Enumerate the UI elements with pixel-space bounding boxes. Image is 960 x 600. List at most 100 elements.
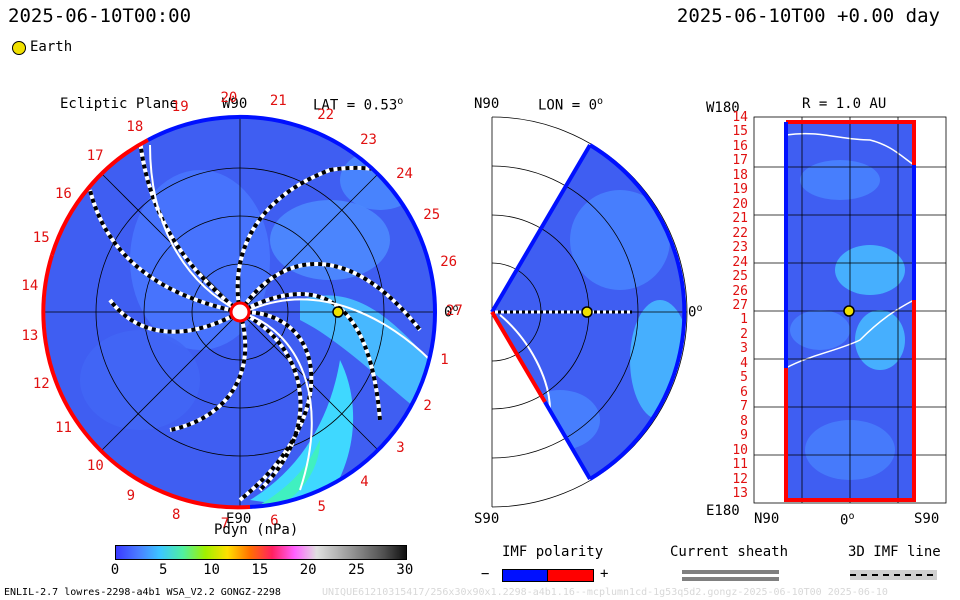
current-sheath-title: Current sheath [670, 544, 789, 560]
footer-left: ENLIL-2.7 lowres-2298-a4b1 WSA_V2.2 GONG… [4, 587, 281, 598]
radial-y-label: 27 [732, 298, 748, 313]
radial-y-label: 21 [732, 211, 748, 227]
ecliptic-title: Ecliptic Plane [60, 96, 179, 112]
ecliptic-right-label: 0o [444, 303, 459, 321]
carrington-label: 15 [32, 230, 50, 247]
earth-marker-radial [843, 305, 855, 317]
radial-y-label: 26 [732, 283, 748, 299]
radial-y-label: 15 [732, 124, 748, 140]
carrington-label: 2 [423, 398, 432, 415]
radial-y-label: 19 [732, 182, 748, 198]
colorbar-tick-label: 20 [299, 562, 317, 578]
colorbar-tick-label: 0 [110, 562, 120, 578]
colorbar-title: Pdyn (nPa) [214, 522, 299, 538]
meridional-right-label: 0o [688, 303, 703, 321]
imf3d-dashes [850, 574, 937, 576]
ecliptic-lat-label: LAT = 0.53o [313, 96, 404, 114]
colorbar-tick-label: 5 [159, 562, 168, 578]
carrington-label: 12 [32, 375, 50, 392]
imf-negative-swatch [502, 569, 549, 582]
carrington-label: 17 [86, 148, 104, 165]
meridional-plane-panel [490, 116, 688, 508]
carrington-label: 9 [126, 487, 136, 504]
carrington-label: 19 [171, 98, 189, 115]
radial-y-label: 9 [740, 428, 748, 444]
radial-x-left: N90 [754, 511, 780, 527]
ecliptic-top-label: W90 [222, 96, 248, 112]
carrington-label: 27 [445, 302, 463, 319]
radial-y-label: 2 [740, 326, 748, 342]
imf3d-title: 3D IMF line [848, 544, 941, 560]
carrington-label: 13 [21, 327, 39, 344]
radial-y-label: 3 [740, 341, 748, 357]
radial-y-label: 22 [732, 225, 748, 241]
carrington-label: 21 [269, 93, 287, 110]
imf-plus-label: + [600, 566, 609, 582]
meridional-lon-label: LON = 0o [538, 96, 604, 114]
radial-y-label: 13 [732, 486, 748, 501]
radial-y-label: 25 [732, 269, 748, 285]
colorbar-tick-label: 30 [396, 562, 414, 578]
carrington-label: 26 [440, 253, 458, 270]
radial-y-label: 23 [732, 240, 748, 256]
carrington-label: 18 [126, 118, 144, 135]
carrington-label: 6 [270, 512, 279, 529]
radial-y-label: 10 [732, 442, 748, 458]
ecliptic-bottom-label: E90 [226, 511, 252, 527]
meridional-bottom-label: S90 [474, 511, 500, 527]
radial-y-label: 20 [732, 196, 748, 212]
carrington-label: 4 [360, 473, 369, 490]
earth-legend-icon [12, 41, 26, 55]
colorbar-tick-label: 15 [251, 562, 269, 578]
meridional-top-label: N90 [474, 96, 500, 112]
ecliptic-plane-panel [41, 114, 438, 510]
radial-map-panel [753, 116, 947, 504]
right-timestamp: 2025-06-10T00 +0.00 day [676, 5, 940, 27]
radial-y-label: 12 [732, 471, 748, 487]
earth-marker-ecliptic [332, 306, 344, 318]
radial-y-label: 14 [732, 110, 748, 125]
carrington-label: 1 [440, 352, 449, 368]
carrington-label: 10 [86, 458, 104, 474]
earth-marker-meridional [581, 306, 593, 318]
radial-y-label: 16 [732, 138, 748, 154]
carrington-label: 11 [55, 420, 72, 437]
radial-x-mid: 0o [840, 511, 855, 529]
earth-legend-label: Earth [30, 39, 73, 55]
pdyn-colorbar [115, 545, 407, 560]
radial-y-label: 7 [740, 399, 748, 415]
carrington-label: 14 [21, 278, 39, 295]
imf-polarity-title: IMF polarity [502, 544, 604, 560]
carrington-label: 16 [54, 186, 72, 203]
carrington-label: 5 [317, 498, 326, 515]
radial-y-label: 11 [732, 457, 748, 473]
carrington-label: 24 [396, 165, 413, 182]
radial-y-label: 4 [740, 355, 748, 371]
radial-y-label: 6 [740, 384, 748, 400]
carrington-label: 25 [423, 207, 441, 224]
radial-y-label: 24 [732, 254, 748, 270]
radial-top-label: W180 [706, 100, 740, 116]
radial-y-label: 5 [740, 370, 748, 386]
radial-y-label: 18 [732, 167, 748, 183]
radial-r-label: R = 1.0 AU [802, 96, 887, 112]
carrington-label: 22 [317, 107, 335, 124]
imf-minus-label: − [481, 566, 490, 582]
sheath-line-1 [682, 570, 779, 574]
colorbar-tick-label: 25 [348, 562, 365, 578]
carrington-label: 23 [360, 132, 377, 149]
carrington-label: 7 [220, 515, 230, 532]
radial-x-right: S90 [914, 511, 940, 527]
radial-y-label: 17 [732, 153, 748, 169]
sun-icon [229, 301, 251, 323]
sheath-line-2 [682, 577, 779, 581]
footer-right: UNIQUE61210315417/256x30x90x1.2298-a4b1.… [322, 587, 888, 598]
radial-y-label: 8 [740, 413, 748, 429]
imf-positive-swatch [547, 569, 594, 582]
carrington-label: 3 [396, 439, 405, 456]
radial-y-label: 1 [740, 312, 748, 328]
carrington-label: 8 [172, 507, 181, 524]
radial-bottom-label: E180 [706, 503, 740, 519]
carrington-label: 20 [220, 90, 238, 107]
